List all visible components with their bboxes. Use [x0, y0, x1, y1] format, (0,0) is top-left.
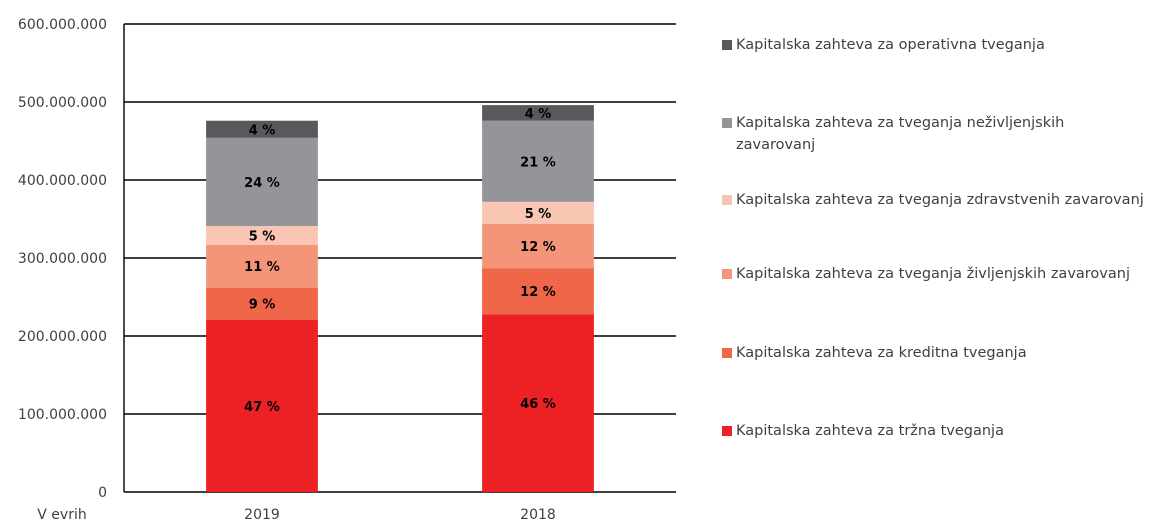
data-label: 11 % [244, 260, 280, 275]
bar-segment [206, 120, 318, 138]
bar-segment [482, 105, 594, 121]
y-tick-label: 200.000.000 [18, 329, 107, 345]
y-tick-label: 400.000.000 [18, 173, 107, 189]
data-label: 47 % [244, 400, 280, 415]
legend-item: Kapitalska zahteva za tveganja neživljen… [722, 112, 1146, 156]
bar-segment [482, 314, 594, 492]
legend-label: Kapitalska zahteva za operativna tveganj… [736, 37, 1045, 53]
legend-label: Kapitalska zahteva za tržna tveganja [736, 423, 1004, 439]
data-label: 12 % [520, 240, 556, 255]
legend-label: Kapitalska zahteva za tveganja zdravstve… [736, 192, 1144, 208]
y-tick-label: 300.000.000 [18, 251, 107, 267]
legend-label: Kapitalska zahteva za kreditna tveganja [736, 345, 1027, 361]
y-tick-label: 600.000.000 [18, 17, 107, 33]
x-tick-label: 2018 [520, 507, 556, 523]
bar-segment [482, 223, 594, 269]
legend-label: Kapitalska zahteva za tveganja neživljen… [736, 115, 1065, 153]
legend-item: Kapitalska zahteva za tržna tveganja [722, 420, 1146, 442]
bar-segment [206, 137, 318, 227]
data-label: 46 % [520, 397, 556, 412]
legend-item: Kapitalska zahteva za operativna tveganj… [722, 34, 1146, 56]
bar-segment [206, 287, 318, 320]
stacked-bar-chart: 0 100.000.000 200.000.000 300.000.000 400.00… [18, 17, 676, 523]
legend-item: Kapitalska zahteva za kreditna tveganja [722, 342, 1146, 364]
legend-swatch [722, 269, 732, 279]
y-axis-ticks: 0 100.000.000 200.000.000 300.000.000 400.00… [18, 17, 107, 501]
bar-segment [206, 319, 318, 492]
legend-swatch [722, 195, 732, 205]
bar-segment [482, 201, 594, 224]
legend-swatch [722, 426, 732, 436]
x-axis-ticks: 2019 2018 [244, 507, 556, 523]
bar-segment [482, 268, 594, 315]
x-tick-label: 2019 [244, 507, 280, 523]
data-label: 4 % [525, 107, 552, 122]
y-tick-label: 100.000.000 [18, 407, 107, 423]
bar-segment [206, 226, 318, 245]
y-tick-label: 500.000.000 [18, 95, 107, 111]
data-label: 5 % [249, 229, 276, 244]
bars: 47 % 9 % 11 % 5 % 24 % 4 % 46 % 12 % 12 % 5 % 21 %… [206, 105, 594, 492]
bar-segment [482, 120, 594, 202]
legend-label: Kapitalska zahteva za tveganja življenjs… [736, 266, 1130, 282]
legend-swatch [722, 348, 732, 358]
data-label: 24 % [244, 176, 280, 191]
data-label: 21 % [520, 155, 556, 170]
data-label: 5 % [525, 207, 552, 222]
bar-segment [206, 244, 318, 288]
data-label: 12 % [520, 285, 556, 300]
legend-swatch [722, 118, 732, 128]
data-label: 4 % [249, 123, 276, 138]
y-tick-label: 0 [98, 485, 107, 501]
y-axis-unit-label: V evrih [37, 507, 86, 523]
legend-item: Kapitalska zahteva za tveganja življenjs… [722, 263, 1146, 285]
legend-swatch [722, 40, 732, 50]
legend-item: Kapitalska zahteva za tveganja zdravstve… [722, 189, 1146, 211]
data-label: 9 % [249, 298, 276, 313]
